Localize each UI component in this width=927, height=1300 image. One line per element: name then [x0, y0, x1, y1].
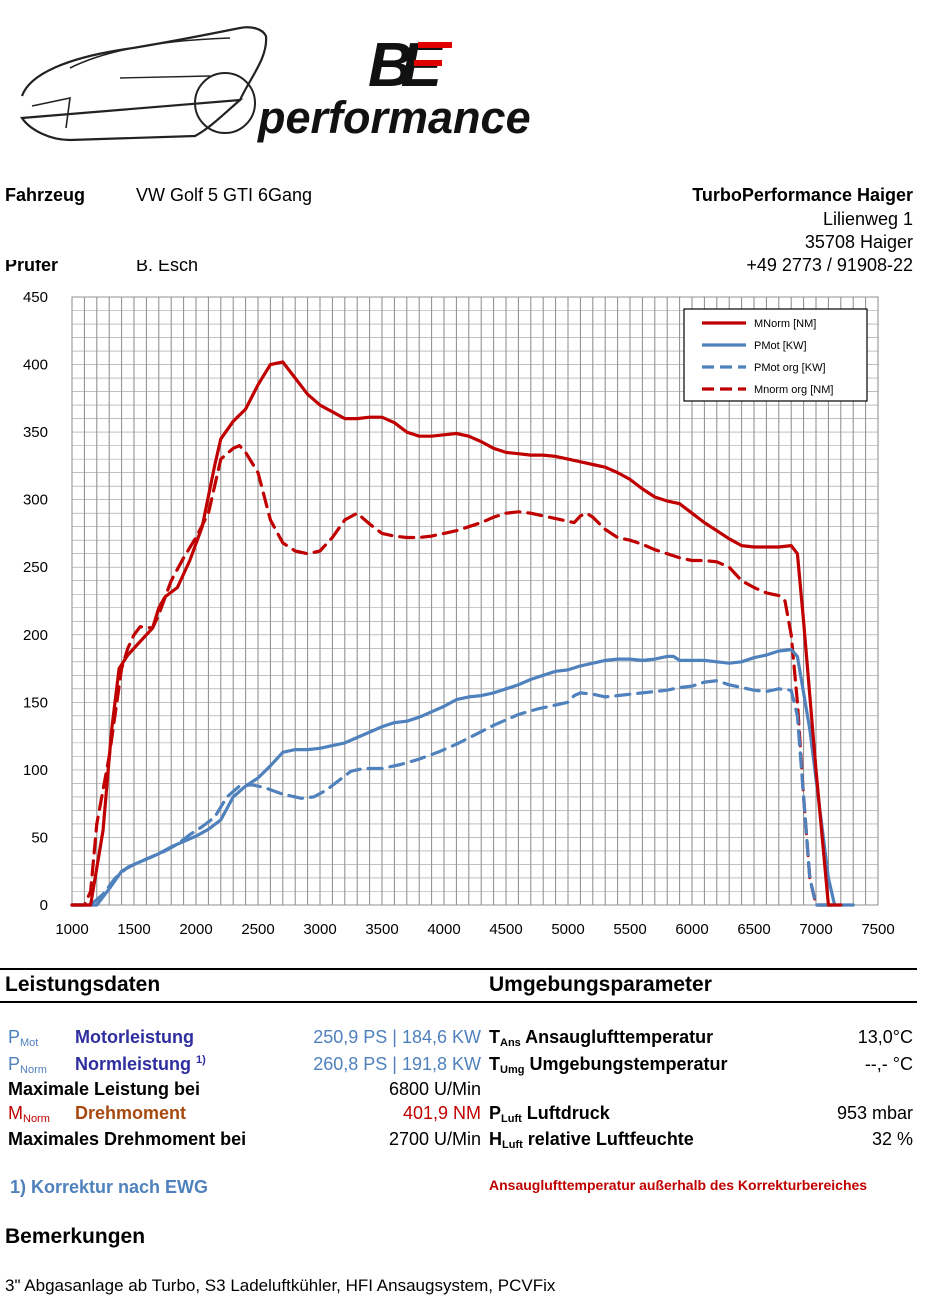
company-street: Lilienweg 1	[822, 209, 913, 229]
env-value: 13,0°C	[857, 1027, 913, 1047]
env-label: TAns Ansauglufttemperatur	[489, 1027, 714, 1049]
x-tick-label: 7000	[799, 921, 832, 938]
perf-symbol: PMot	[8, 1027, 39, 1049]
x-tick-label: 4000	[427, 921, 460, 938]
perf-label: Normleistung 1)	[75, 1054, 206, 1074]
y-tick-label: 100	[23, 762, 48, 779]
y-tick-label: 250	[23, 559, 48, 576]
legend-label: PMot org [KW]	[754, 362, 826, 374]
perf-value: 2700 U/Min	[388, 1129, 481, 1149]
legend-label: Mnorm org [NM]	[754, 384, 833, 396]
x-tick-label: 2000	[179, 921, 212, 938]
perf-value: 250,9 PS | 184,6 KW	[313, 1027, 481, 1047]
env-value: 953 mbar	[836, 1103, 913, 1123]
logo-mark-accent	[414, 60, 442, 66]
perf-value: 6800 U/Min	[388, 1079, 481, 1099]
company-name: TurboPerformance Haiger	[692, 185, 913, 205]
x-tick-label: 7500	[861, 921, 894, 938]
perf-label: Maximales Drehmoment bei	[8, 1129, 247, 1149]
footnote: 1) Korrektur nach EWG	[10, 1177, 209, 1197]
series-line	[70, 360, 843, 907]
performance-heading: Leistungsdaten	[5, 973, 161, 996]
car-outline-icon	[20, 26, 268, 142]
section-rule-top	[0, 968, 917, 970]
env-label: TUmg Umgebungstemperatur	[489, 1054, 728, 1076]
perf-value: 401,9 NM	[402, 1103, 481, 1123]
x-tick-label: 6000	[675, 921, 708, 938]
series-line	[70, 444, 837, 907]
y-tick-label: 0	[40, 897, 48, 914]
perf-symbol: PNorm	[8, 1054, 47, 1076]
x-tick-label: 3500	[365, 921, 398, 938]
perf-value: 260,8 PS | 191,8 KW	[313, 1054, 481, 1074]
tester-label: Prüfer	[5, 255, 59, 275]
x-tick-label: 1000	[55, 921, 88, 938]
env-label: PLuft Luftdruck	[489, 1103, 610, 1125]
env-value: 32 %	[871, 1129, 913, 1149]
remarks-heading: Bemerkungen	[5, 1225, 146, 1248]
dyno-chart: 0 50 100 150 200 250 300 350 400 450 1000 1500 2000 2…	[23, 289, 895, 938]
y-tick-label: 200	[23, 627, 48, 644]
y-tick-label: 300	[23, 492, 48, 509]
x-tick-label: 5000	[551, 921, 584, 938]
x-tick-label: 2500	[241, 921, 274, 938]
company-phone: +49 2773 / 91908-22	[746, 255, 913, 275]
section-rule-bottom	[0, 1001, 917, 1003]
vehicle-value: VW Golf 5 GTI 6Gang	[136, 185, 313, 205]
x-tick-label: 6500	[737, 921, 770, 938]
y-tick-label: 400	[23, 357, 48, 374]
y-tick-label: 350	[23, 424, 48, 441]
remarks-text: 3" Abgasanlage ab Turbo, S3 Ladeluftkühl…	[5, 1276, 556, 1295]
perf-label: Motorleistung	[75, 1027, 194, 1047]
perf-symbol: MNorm	[8, 1103, 50, 1125]
x-tick-label: 5500	[613, 921, 646, 938]
legend-label: MNorm [NM]	[754, 318, 816, 330]
company-city: 35708 Haiger	[804, 232, 913, 252]
env-value: --,- °C	[864, 1054, 913, 1074]
header-mask	[0, 252, 420, 260]
perf-label: Maximale Leistung bei	[8, 1079, 201, 1099]
correction-warning: Ansauglufttemperatur außerhalb des Korre…	[489, 1177, 868, 1193]
series-line	[70, 679, 837, 907]
series-line	[70, 648, 855, 907]
env-label: HLuft relative Luftfeuchte	[489, 1129, 694, 1151]
environment-heading: Umgebungsparameter	[489, 973, 712, 996]
y-tick-label: 150	[23, 694, 48, 711]
vehicle-label: Fahrzeug	[5, 185, 86, 205]
brand-name: performance	[258, 92, 531, 143]
legend-label: PMot [KW]	[754, 340, 807, 352]
y-tick-label: 50	[31, 829, 48, 846]
tester-value: B. Esch	[136, 255, 199, 275]
x-tick-label: 4500	[489, 921, 522, 938]
x-tick-label: 1500	[117, 921, 150, 938]
y-tick-label: 450	[23, 289, 48, 306]
x-tick-label: 3000	[303, 921, 336, 938]
perf-label: Drehmoment	[75, 1103, 187, 1123]
logo-mark-accent	[418, 42, 452, 48]
